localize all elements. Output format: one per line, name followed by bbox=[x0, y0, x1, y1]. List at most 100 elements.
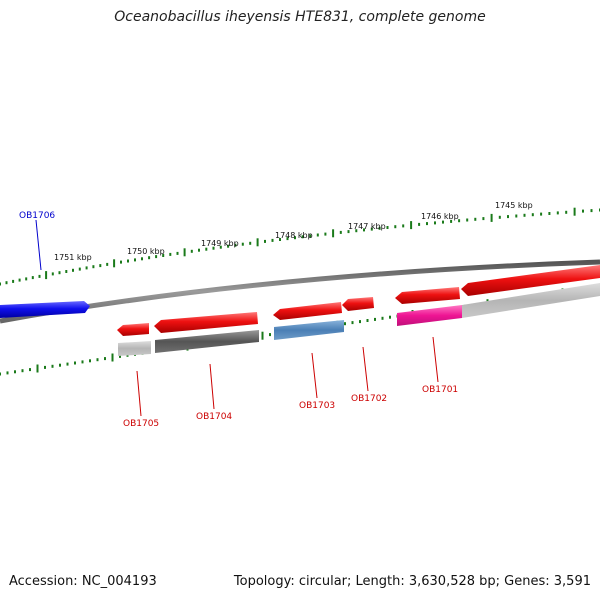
upper-tick bbox=[394, 225, 397, 229]
lower-tick bbox=[104, 357, 106, 361]
lower-tick bbox=[44, 365, 46, 369]
gene-label-ob1706[interactable]: OB1706 bbox=[19, 211, 55, 221]
lower-tick bbox=[351, 321, 354, 325]
upper-tick bbox=[271, 238, 274, 242]
upper-tick bbox=[309, 234, 312, 238]
gene-label-ob1705[interactable]: OB1705 bbox=[123, 419, 159, 429]
upper-tick bbox=[458, 219, 461, 223]
upper-tick bbox=[241, 242, 244, 246]
upper-tick bbox=[169, 252, 172, 256]
feature-block-3 bbox=[274, 320, 344, 340]
lower-tick bbox=[21, 369, 24, 373]
gene-arrow-ob1702[interactable] bbox=[342, 297, 374, 311]
upper-tick bbox=[370, 227, 373, 231]
upper-tick bbox=[474, 217, 477, 221]
lower-tick bbox=[59, 363, 61, 367]
upper-tick bbox=[565, 210, 568, 214]
upper-tick bbox=[58, 271, 61, 275]
accession-text: Accession: NC_004193 bbox=[9, 574, 157, 589]
lower-tick bbox=[261, 331, 264, 340]
upper-tick bbox=[355, 229, 358, 233]
upper-tick bbox=[183, 248, 186, 257]
upper-tick bbox=[99, 264, 102, 268]
upper-tick bbox=[363, 228, 365, 232]
leader-ob1702 bbox=[362, 346, 369, 392]
scale-label-1747: 1747 kbp bbox=[348, 222, 386, 231]
upper-tick bbox=[249, 241, 252, 245]
upper-tick bbox=[134, 258, 136, 262]
leader-ob1701 bbox=[432, 336, 439, 383]
upper-tick bbox=[573, 207, 576, 216]
leader-ob1706 bbox=[35, 219, 42, 271]
upper-tick bbox=[386, 226, 389, 229]
upper-tick bbox=[212, 246, 215, 250]
lower-tick bbox=[89, 359, 91, 363]
upper-tick bbox=[339, 230, 342, 234]
lower-tick bbox=[81, 360, 84, 364]
scale-label-1748: 1748 kbp bbox=[275, 231, 313, 240]
upper-tick bbox=[507, 215, 509, 219]
upper-tick bbox=[92, 265, 95, 269]
upper-tick bbox=[466, 218, 469, 222]
upper-tick bbox=[25, 277, 28, 281]
lower-tick bbox=[269, 333, 271, 337]
upper-tick bbox=[515, 214, 518, 218]
gene-label-ob1704[interactable]: OB1704 bbox=[196, 412, 232, 422]
gene-arrow-ob1701a[interactable] bbox=[395, 287, 460, 304]
upper-tick bbox=[155, 255, 158, 259]
upper-tick bbox=[556, 211, 559, 215]
upper-tick bbox=[498, 215, 501, 219]
lower-tick bbox=[366, 319, 369, 322]
gene-arrow-ob1706[interactable] bbox=[0, 301, 90, 318]
upper-tick bbox=[198, 248, 200, 252]
upper-tick bbox=[590, 209, 593, 213]
leader-ob1703 bbox=[311, 352, 318, 399]
upper-tick bbox=[162, 254, 165, 257]
lower-tick bbox=[96, 358, 99, 362]
gene-arrow-ob1701b[interactable] bbox=[461, 265, 600, 296]
leader-ob1704 bbox=[209, 363, 215, 410]
scale-label-1751: 1751 kbp bbox=[54, 253, 92, 262]
upper-tick bbox=[434, 221, 436, 225]
feature-block-1 bbox=[118, 341, 151, 356]
upper-tick bbox=[523, 213, 526, 217]
gene-label-ob1702[interactable]: OB1702 bbox=[351, 394, 387, 404]
upper-tick bbox=[426, 222, 428, 226]
map-title: Oceanobacillus iheyensis HTE831, complet… bbox=[114, 9, 486, 25]
upper-tick bbox=[127, 259, 129, 263]
feature-block-2 bbox=[155, 330, 259, 353]
lower-tick bbox=[111, 353, 114, 362]
upper-tick bbox=[234, 243, 237, 247]
lower-tick bbox=[51, 364, 54, 368]
lower-tick bbox=[359, 320, 361, 324]
upper-tick bbox=[72, 268, 74, 272]
gene-label-ob1703[interactable]: OB1703 bbox=[299, 401, 335, 411]
lower-tick bbox=[74, 361, 76, 365]
upper-tick bbox=[286, 237, 289, 241]
lower-tick bbox=[0, 372, 1, 376]
gene-label-ob1701[interactable]: OB1701 bbox=[422, 385, 458, 395]
upper-tick bbox=[256, 238, 259, 247]
upper-tick bbox=[219, 245, 222, 249]
upper-tick-track bbox=[0, 207, 600, 286]
upper-tick bbox=[531, 213, 534, 217]
lower-tick bbox=[119, 354, 121, 358]
lower-tick bbox=[389, 315, 391, 319]
gene-arrow-ob1703[interactable] bbox=[273, 302, 342, 320]
scale-label-1749: 1749 kbp bbox=[201, 239, 239, 248]
gene-arrow-ob1705[interactable] bbox=[117, 323, 149, 336]
upper-tick bbox=[148, 256, 151, 260]
lower-tick bbox=[29, 368, 31, 372]
upper-tick bbox=[548, 212, 551, 215]
scale-label-1750: 1750 kbp bbox=[127, 247, 165, 256]
leader-ob1705 bbox=[136, 370, 142, 417]
feature-block-5 bbox=[462, 283, 600, 318]
upper-tick bbox=[38, 274, 41, 278]
upper-tick bbox=[45, 271, 48, 280]
upper-tick bbox=[301, 235, 304, 239]
upper-tick bbox=[51, 272, 54, 276]
upper-tick bbox=[264, 239, 266, 243]
lower-tick bbox=[6, 371, 9, 375]
gene-arrow-ob1704[interactable] bbox=[154, 312, 258, 333]
